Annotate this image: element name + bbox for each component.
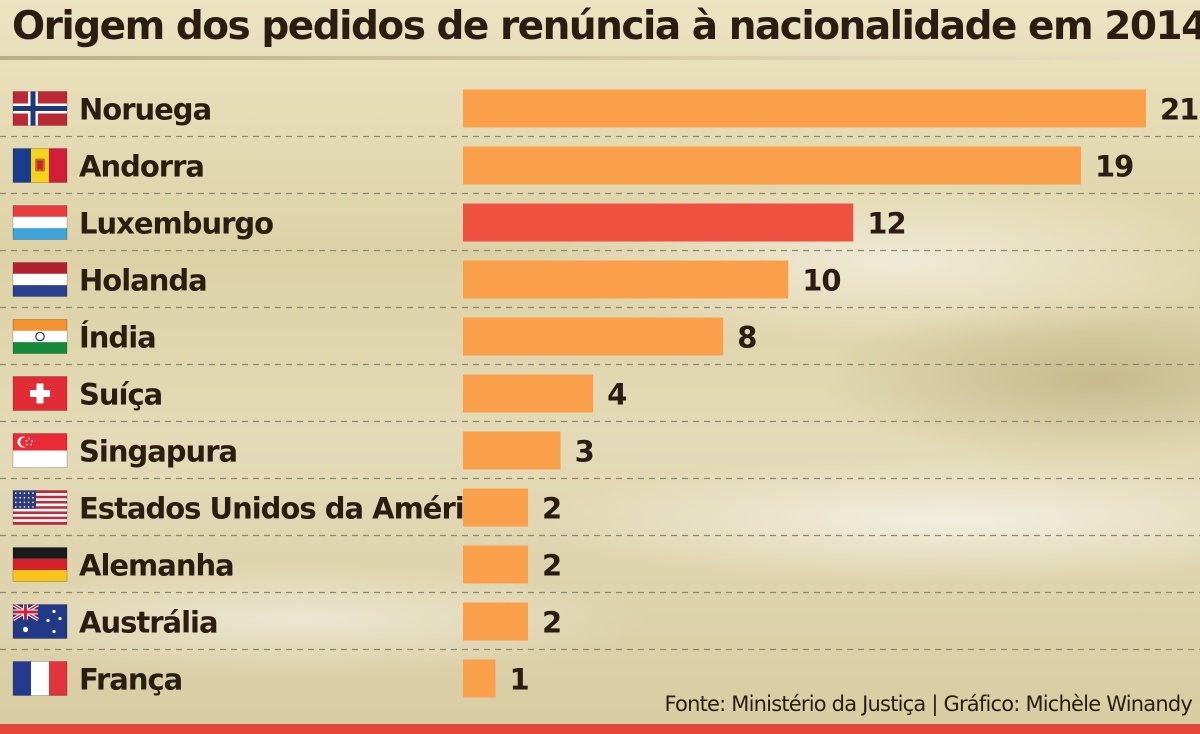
usa-flag-icon bbox=[12, 490, 68, 525]
bar bbox=[463, 260, 789, 299]
value-label: 12 bbox=[867, 207, 905, 241]
bar bbox=[463, 146, 1081, 185]
norway-flag-icon bbox=[12, 91, 68, 126]
bar bbox=[463, 659, 496, 698]
switzerland-flag-icon bbox=[12, 376, 68, 411]
germany-flag-icon bbox=[12, 547, 68, 582]
category-label: França bbox=[79, 663, 182, 697]
bar bbox=[463, 317, 724, 356]
value-label: 2 bbox=[542, 492, 561, 526]
bar bbox=[463, 89, 1146, 128]
category-label: Singapura bbox=[79, 435, 237, 469]
category-label: Holanda bbox=[79, 264, 207, 298]
source-credit: Fonte: Ministério da Justiça | Gráfico: … bbox=[664, 692, 1193, 716]
category-label: Andorra bbox=[79, 150, 204, 184]
bar bbox=[463, 545, 529, 584]
bar bbox=[463, 374, 594, 413]
value-label: 4 bbox=[607, 378, 626, 412]
category-label: Alemanha bbox=[79, 549, 234, 583]
category-label: Suíça bbox=[79, 378, 162, 412]
category-label: Luxemburgo bbox=[79, 207, 273, 241]
india-flag-icon bbox=[12, 319, 68, 354]
category-label: Austrália bbox=[79, 606, 218, 640]
australia-flag-icon bbox=[12, 602, 68, 639]
value-label: 19 bbox=[1095, 150, 1133, 184]
luxembourg-flag-icon bbox=[12, 205, 68, 240]
value-label: 21 bbox=[1160, 93, 1198, 127]
bar bbox=[463, 431, 561, 470]
value-label: 8 bbox=[737, 321, 756, 355]
category-label: Noruega bbox=[79, 93, 211, 127]
category-label: Índia bbox=[79, 321, 156, 355]
footer-bar bbox=[0, 724, 1200, 734]
category-label: Estados Unidos da América bbox=[79, 492, 498, 526]
france-flag-icon bbox=[12, 661, 68, 696]
andorra-flag-icon bbox=[12, 148, 68, 183]
value-label: 1 bbox=[510, 663, 529, 697]
bar bbox=[463, 488, 529, 527]
bar bbox=[463, 203, 854, 242]
value-label: 2 bbox=[542, 606, 561, 640]
title-rule bbox=[0, 56, 1200, 60]
value-label: 3 bbox=[575, 435, 594, 469]
value-label: 10 bbox=[802, 264, 840, 298]
chart-title: Origem dos pedidos de renúncia à naciona… bbox=[12, 4, 1200, 49]
netherlands-flag-icon bbox=[12, 262, 68, 297]
singapore-flag-icon bbox=[12, 433, 68, 468]
bar bbox=[463, 602, 529, 641]
value-label: 2 bbox=[542, 549, 561, 583]
